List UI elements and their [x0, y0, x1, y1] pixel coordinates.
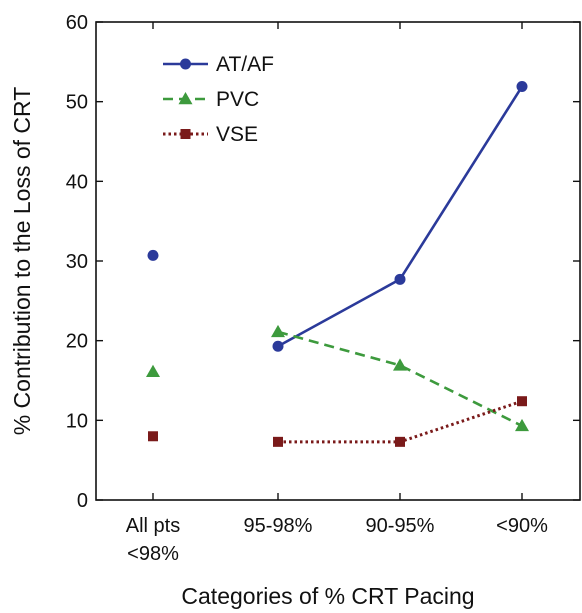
legend-marker: [178, 92, 193, 105]
x-tick-label: <98%: [127, 543, 179, 565]
series-vse: [148, 396, 527, 447]
plot-frame: [95, 21, 581, 501]
legend: AT/AF PVC VSE: [163, 53, 274, 146]
x-tick-label: All pts: [126, 515, 180, 537]
series-layer: [146, 81, 529, 447]
data-point: [148, 431, 158, 442]
data-point: [271, 324, 285, 338]
legend-marker: [180, 58, 191, 70]
legend-label: VSE: [216, 123, 258, 146]
series-pvc: [146, 324, 529, 432]
data-point: [147, 249, 159, 261]
y-tick-label: 0: [77, 490, 88, 512]
x-tick-label: 90-95%: [366, 515, 435, 537]
data-point: [516, 81, 528, 93]
x-tick-label: 95-98%: [244, 515, 313, 537]
legend-item: VSE: [163, 123, 258, 146]
data-point: [395, 436, 405, 447]
series-line: [277, 330, 523, 428]
legend-item: AT/AF: [163, 53, 274, 76]
y-tick-label: 40: [66, 171, 88, 193]
data-point: [517, 396, 527, 407]
axes: 0 10 20 30 40 50 60 All pts <98% 95-98% 90-95% <90%: [66, 12, 581, 565]
data-point: [272, 340, 284, 352]
y-tick-label: 50: [66, 92, 88, 114]
data-point: [146, 364, 160, 377]
x-axis-label: Categories of % CRT Pacing: [181, 583, 474, 609]
legend-marker: [180, 129, 191, 139]
y-tick-label: 60: [66, 12, 88, 34]
data-point: [515, 418, 529, 432]
x-tick-label: <90%: [496, 515, 548, 537]
legend-item: PVC: [163, 88, 259, 111]
series-line: [277, 85, 524, 348]
data-point: [273, 436, 283, 447]
y-tick-label: 30: [66, 251, 88, 273]
legend-label: AT/AF: [216, 53, 274, 76]
y-tick-label: 20: [66, 331, 88, 353]
y-tick-label: 10: [66, 410, 88, 432]
y-axis-label: % Contribution to the Loss of CRT: [9, 87, 35, 436]
data-point: [393, 358, 407, 371]
series-line: [278, 399, 523, 444]
legend-label: PVC: [216, 88, 259, 111]
data-point: [394, 273, 406, 285]
series-at-af: [147, 81, 528, 352]
